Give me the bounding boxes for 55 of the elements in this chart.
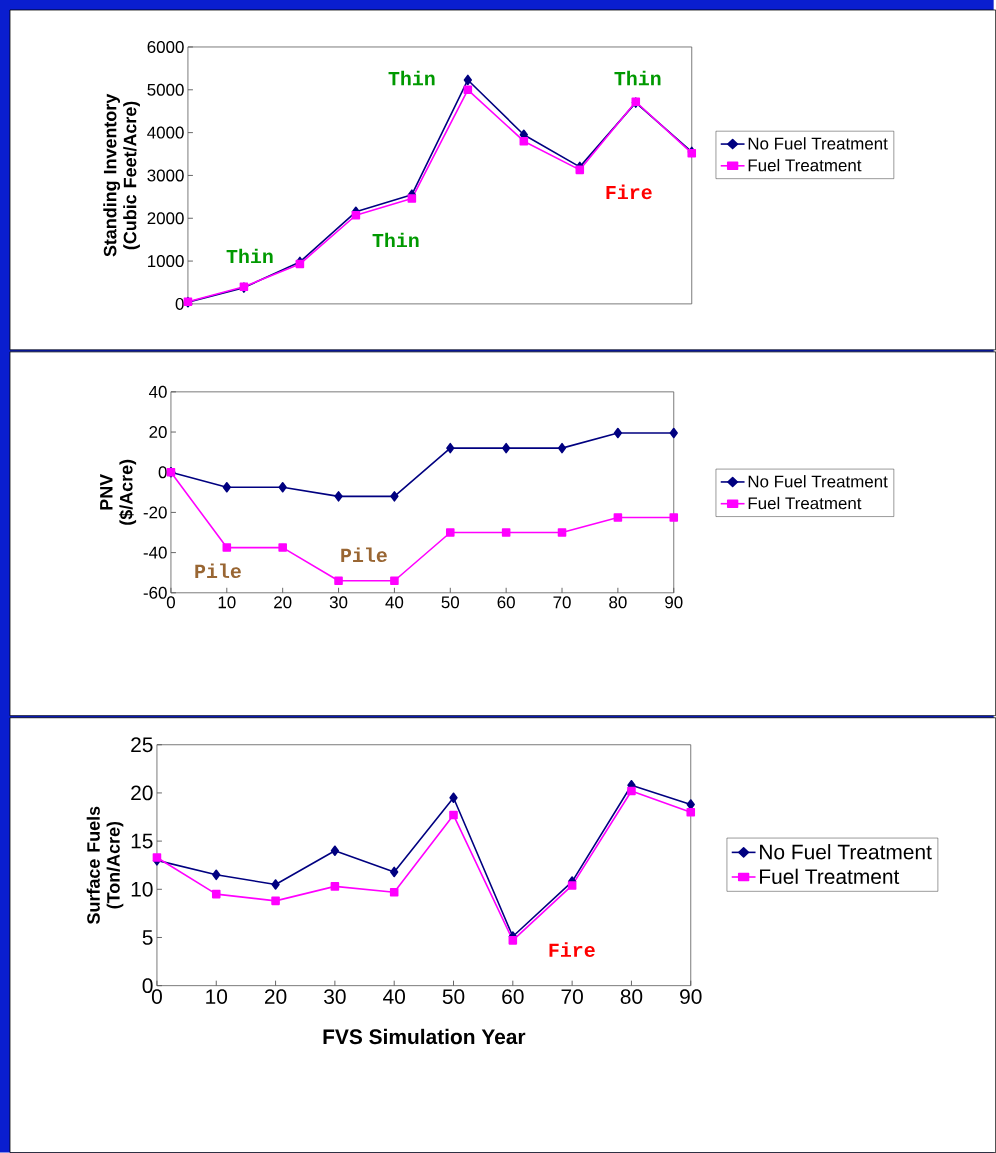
x-tick-label: 20 [274, 596, 292, 609]
y-tick-label: 20 [131, 785, 153, 801]
y-tick-label: -20 [143, 506, 167, 519]
x-tick-label: 70 [561, 989, 583, 1004]
annotation: Fire [606, 184, 652, 200]
x-tick-label: 10 [206, 989, 228, 1004]
annotation: Pile [341, 547, 387, 563]
y-tick-label: 10 [131, 881, 153, 897]
x-tick-label: 50 [442, 989, 465, 1004]
legend-label: Fuel Treatment [748, 158, 862, 172]
x-tick-label: 60 [497, 596, 515, 609]
x-tick-label: 90 [680, 989, 702, 1004]
y-tick-label: 25 [131, 737, 153, 753]
x-tick-label: 60 [502, 989, 524, 1004]
x-tick-label: 10 [218, 596, 236, 609]
x-tick-label: 80 [620, 989, 643, 1004]
legend-label: No Fuel Treatment [748, 137, 888, 150]
y-axis-title: Standing Inventory (Cubic Feet/Acre) [103, 93, 140, 257]
x-tick-label: 40 [383, 989, 405, 1004]
y-tick-label: 5 [142, 930, 153, 945]
x-axis-title: FVS Simulation Year [323, 1028, 526, 1045]
annotation: Pile [195, 563, 241, 579]
x-tick-label: 30 [329, 596, 348, 609]
y-tick-label: 2000 [147, 212, 184, 225]
y-tick-label: 6000 [147, 40, 184, 53]
y-tick-label: 0 [158, 466, 167, 479]
x-tick-label: 20 [264, 989, 287, 1004]
y-axis-title: Surface Fuels (Ton/Acre) [86, 806, 124, 924]
x-tick-label: 40 [385, 596, 404, 609]
x-tick-label: 50 [441, 596, 460, 609]
annotation: Thin [372, 232, 419, 248]
x-tick-label: 90 [665, 596, 683, 609]
legend-label: Fuel Treatment [760, 868, 900, 885]
y-tick-label: 1000 [148, 255, 184, 268]
legend-label: No Fuel Treatment [760, 844, 932, 860]
y-tick-label: 3000 [147, 169, 184, 182]
y-tick-label: -40 [143, 546, 167, 559]
y-tick-label: 20 [149, 426, 167, 439]
y-tick-label: 0 [175, 297, 184, 310]
y-tick-label: 5000 [147, 83, 184, 96]
annotation: Thin [226, 248, 273, 264]
y-tick-label: 40 [148, 385, 167, 398]
y-axis-title: PNV ($/Acre) [100, 459, 137, 525]
legend-label: Fuel Treatment [748, 496, 862, 510]
annotation: Thin [388, 70, 435, 86]
legend-label: No Fuel Treatment [748, 475, 888, 488]
x-tick-label: 70 [553, 596, 571, 609]
y-tick-label: -60 [143, 586, 167, 599]
y-tick-label: 4000 [147, 126, 184, 139]
annotation: Fire [549, 942, 595, 957]
x-tick-label: 30 [324, 989, 346, 1004]
y-tick-label: 0 [142, 978, 153, 994]
x-tick-label: 80 [609, 596, 627, 609]
annotation: Thin [614, 70, 661, 86]
y-tick-label: 15 [131, 833, 153, 849]
